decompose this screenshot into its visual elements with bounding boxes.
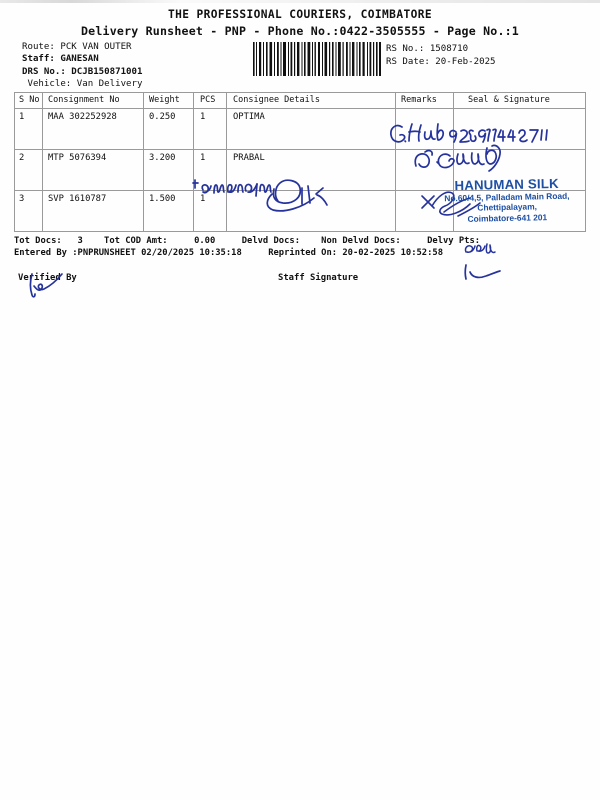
cell-weight: 0.250 <box>143 108 194 150</box>
drs-value: DCJB150871001 <box>71 66 143 77</box>
cell-weight: 3.200 <box>143 149 194 191</box>
cell-remarks <box>395 108 454 150</box>
rs-no-line: RS No.: 1508710 <box>386 43 496 56</box>
cell-pcs: 1 <box>193 149 227 191</box>
drs-label: DRS No.: <box>22 66 66 77</box>
cell-consignee-details <box>226 190 396 232</box>
company-title: THE PROFESSIONAL COURIERS, COIMBATORE <box>167 8 432 21</box>
staff-value: GANESAN <box>60 54 99 65</box>
column-header-consignee-details: Consignee Details <box>226 92 396 109</box>
vehicle-label: Vehicle: <box>27 79 72 90</box>
cell-sno: 2 <box>14 149 43 191</box>
route-label: Route: <box>22 42 55 52</box>
runsheet-document: THE PROFESSIONAL COURIERS, COIMBATORE De… <box>14 6 586 293</box>
table-row: 2 MTP 5076394 3.200 1 PRABAL <box>14 149 586 191</box>
totals-line-2: Entered By :PNPRUNSHEET 02/20/2025 10:35… <box>14 248 443 258</box>
cell-seal-signature <box>453 190 586 232</box>
rs-date-line: RS Date: 20-Feb-2025 <box>386 56 496 69</box>
runsheet-table: S No Consignment No Weight PCS Consignee… <box>14 92 586 232</box>
rs-no-value: 1508710 <box>429 44 469 54</box>
drs-line: DRS No.: DCJB150871001 <box>22 66 142 78</box>
cell-pcs: 1 <box>193 190 227 232</box>
cell-pcs: 1 <box>193 108 227 150</box>
cell-sno: 3 <box>14 190 43 232</box>
signature-labels: Verified By Staff Signature <box>14 273 586 293</box>
cell-seal-signature <box>453 149 586 191</box>
table-row: 1 MAA 302252928 0.250 1 OPTIMA <box>14 108 586 150</box>
column-header-consignment-no: Consignment No <box>42 92 144 109</box>
totals-block: Tot Docs: 3 Tot COD Amt: 0.00 Delvd Docs… <box>14 235 586 259</box>
vehicle-line: Vehicle: Van Delivery <box>22 78 142 90</box>
header-meta: Route: PCK VAN OUTER Staff: GANESAN DRS … <box>14 40 586 92</box>
totals-line-1: Tot Docs: 3 Tot COD Amt: 0.00 Delvd Docs… <box>14 236 481 246</box>
verified-by-label: Verified By <box>18 273 77 283</box>
rs-date-value: 20-Feb-2025 <box>435 57 496 67</box>
route-line: Route: PCK VAN OUTER <box>22 41 142 53</box>
table-body: 1 MAA 302252928 0.250 1 OPTIMA 2 MTP 507… <box>14 108 586 232</box>
cell-remarks <box>395 149 454 191</box>
cell-weight: 1.500 <box>143 190 194 232</box>
cell-consignee-details: PRABAL <box>226 149 396 191</box>
header-meta-left: Route: PCK VAN OUTER Staff: GANESAN DRS … <box>22 41 142 91</box>
cell-sno: 1 <box>14 108 43 150</box>
rs-date-label: RS Date: <box>386 57 430 67</box>
table-row: 3 SVP 1610787 1.500 1 <box>14 190 586 232</box>
cell-consignee-details: OPTIMA <box>226 108 396 150</box>
scan-edge <box>0 0 600 3</box>
cell-consignment-no: MTP 5076394 <box>42 149 144 191</box>
cell-consignment-no: SVP 1610787 <box>42 190 144 232</box>
cell-seal-signature <box>453 108 586 150</box>
route-value: PCK VAN OUTER <box>60 42 132 52</box>
staff-label: Staff: <box>22 54 55 65</box>
rs-no-label: RS No.: <box>386 44 425 54</box>
header-meta-right: RS No.: 1508710 RS Date: 20-Feb-2025 <box>386 43 496 69</box>
document-subtitle: Delivery Runsheet - PNP - Phone No.:0422… <box>81 24 519 38</box>
table-header: S No Consignment No Weight PCS Consignee… <box>14 92 586 109</box>
column-header-weight: Weight <box>143 92 194 109</box>
column-header-remarks: Remarks <box>395 92 454 109</box>
column-header-seal-signature: Seal & Signature <box>453 92 586 109</box>
column-header-pcs: PCS <box>193 92 227 109</box>
staff-signature-label: Staff Signature <box>278 273 359 283</box>
column-header-sno: S No <box>14 92 43 109</box>
vehicle-value: Van Delivery <box>76 79 143 90</box>
barcode-icon <box>252 42 382 76</box>
cell-remarks <box>395 190 454 232</box>
staff-line: Staff: GANESAN <box>22 53 142 65</box>
cell-consignment-no: MAA 302252928 <box>42 108 144 150</box>
table-header-row: S No Consignment No Weight PCS Consignee… <box>14 92 586 109</box>
